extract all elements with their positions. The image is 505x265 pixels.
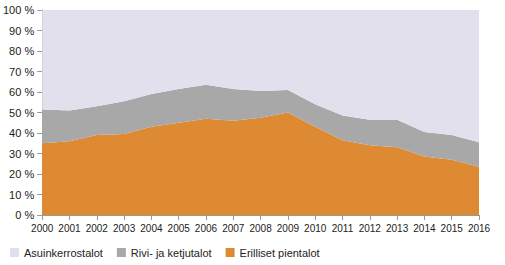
svg-text:70 %: 70 % — [9, 66, 34, 78]
svg-text:2006: 2006 — [195, 223, 218, 234]
svg-text:2004: 2004 — [140, 223, 163, 234]
svg-text:2010: 2010 — [304, 223, 327, 234]
svg-text:90 %: 90 % — [9, 25, 34, 37]
svg-text:2016: 2016 — [468, 223, 491, 234]
svg-text:100 %: 100 % — [3, 4, 34, 16]
svg-text:2000: 2000 — [31, 223, 54, 234]
svg-text:2014: 2014 — [413, 223, 436, 234]
svg-text:2001: 2001 — [58, 223, 81, 234]
svg-text:2011: 2011 — [332, 223, 354, 234]
svg-text:Erilliset pientalot: Erilliset pientalot — [240, 247, 320, 259]
svg-text:20 %: 20 % — [9, 168, 34, 180]
svg-text:2007: 2007 — [222, 223, 245, 234]
svg-text:Rivi- ja ketjutalot: Rivi- ja ketjutalot — [131, 247, 212, 259]
svg-text:60 %: 60 % — [9, 86, 34, 98]
svg-text:10 %: 10 % — [9, 189, 34, 201]
svg-text:50 %: 50 % — [9, 107, 34, 119]
svg-text:2008: 2008 — [249, 223, 272, 234]
svg-text:40 %: 40 % — [9, 127, 34, 139]
svg-text:2013: 2013 — [386, 223, 409, 234]
svg-text:2015: 2015 — [441, 223, 464, 234]
svg-text:0 %: 0 % — [15, 209, 34, 221]
svg-text:2002: 2002 — [86, 223, 109, 234]
svg-text:2003: 2003 — [113, 223, 136, 234]
svg-text:2012: 2012 — [359, 223, 382, 234]
svg-text:Asuinkerrostalot: Asuinkerrostalot — [24, 247, 103, 259]
svg-text:2005: 2005 — [168, 223, 191, 234]
svg-text:30 %: 30 % — [9, 148, 34, 160]
svg-text:80 %: 80 % — [9, 45, 34, 57]
svg-text:2009: 2009 — [277, 223, 300, 234]
